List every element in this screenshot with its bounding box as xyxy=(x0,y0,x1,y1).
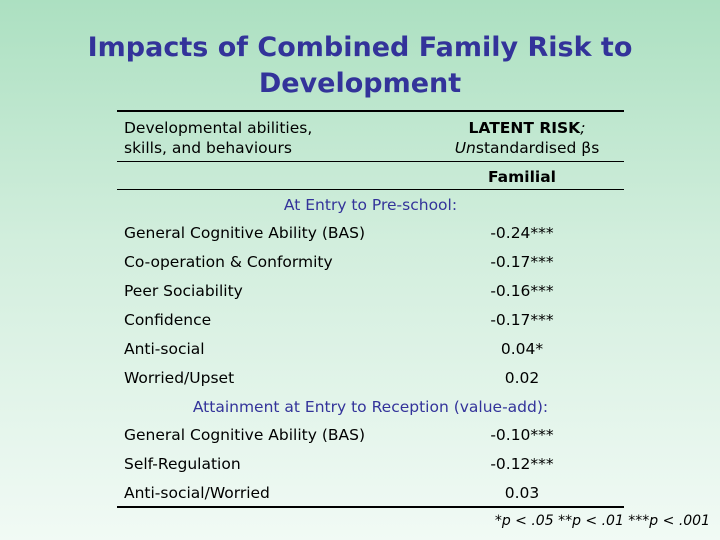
header-right-semicolon: ; xyxy=(580,119,586,137)
row-name: Anti-social xyxy=(124,340,205,358)
subheader-rule xyxy=(117,189,624,190)
row-name: Confidence xyxy=(124,311,212,329)
table-bottom-rule xyxy=(117,506,624,508)
header-left: Developmental abilities, skills, and beh… xyxy=(124,118,312,158)
header-right: LATENT RISK; Unstandardised βs xyxy=(417,118,637,158)
header-right-rest: standardised βs xyxy=(475,139,600,157)
slide-title-line-1: Impacts of Combined Family Risk to xyxy=(87,32,633,63)
header-right-un: Un xyxy=(454,139,476,157)
header-right-bold: LATENT RISK xyxy=(468,119,581,137)
slide-title: Impacts of Combined Family Risk to Devel… xyxy=(0,30,720,102)
row-value: 0.04* xyxy=(500,340,544,358)
section-label: Attainment at Entry to Reception (value-… xyxy=(192,398,549,416)
subheader-familial: Familial xyxy=(487,168,556,186)
row-value: 0.03 xyxy=(504,484,540,502)
table-top-rule xyxy=(117,110,624,112)
significance-footnote: *p < .05 **p < .01 ***p < .001 xyxy=(494,513,710,529)
header-rule xyxy=(117,161,624,162)
row-value: -0.24*** xyxy=(490,224,554,242)
row-value: 0.02 xyxy=(504,369,540,387)
row-value: -0.16*** xyxy=(490,282,554,300)
row-name: Anti-social/Worried xyxy=(124,484,270,502)
row-value: -0.10*** xyxy=(490,426,554,444)
row-name: Self-Regulation xyxy=(124,455,241,473)
row-value: -0.17*** xyxy=(490,253,554,271)
header-left-line-2: skills, and behaviours xyxy=(124,139,292,157)
row-value: -0.12*** xyxy=(490,455,554,473)
section-label: At Entry to Pre-school: xyxy=(283,196,458,214)
row-name: Co-operation & Conformity xyxy=(124,253,333,271)
header-left-line-1: Developmental abilities, xyxy=(124,119,313,137)
row-name: General Cognitive Ability (BAS) xyxy=(124,426,366,444)
slide-title-line-2: Development xyxy=(258,68,462,99)
row-value: -0.17*** xyxy=(490,311,554,329)
row-name: Peer Sociability xyxy=(124,282,243,300)
row-name: General Cognitive Ability (BAS) xyxy=(124,224,366,242)
row-name: Worried/Upset xyxy=(124,369,235,387)
